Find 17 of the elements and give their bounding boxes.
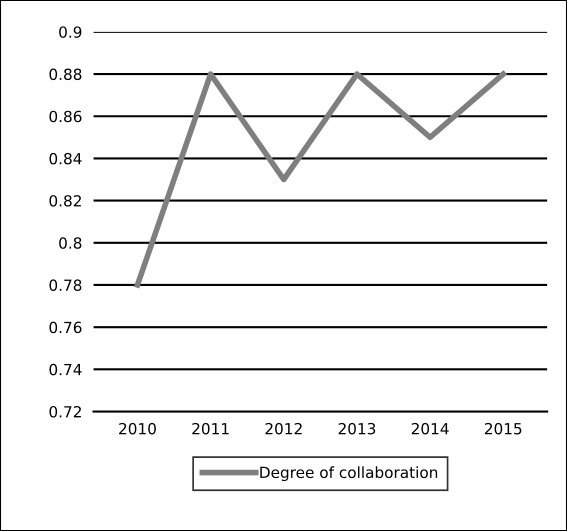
x-tick-label: 2011	[192, 422, 229, 434]
y-tick-label: 0.82	[49, 195, 81, 207]
y-tick-label: 0.74	[49, 364, 82, 376]
y-tick-label: 0.9	[59, 26, 82, 38]
legend-label: Degree of collaboration	[260, 466, 438, 482]
y-tick-label: 0.88	[49, 68, 82, 80]
y-tick-label: 0.84	[49, 152, 82, 164]
x-tick-label: 2012	[265, 422, 302, 434]
y-tick-label: 0.72	[49, 406, 81, 418]
x-tick-label: 2010	[119, 422, 156, 434]
y-tick-label: 0.8	[59, 237, 82, 249]
x-tick-label: 2014	[412, 422, 449, 434]
x-tick-label: 2013	[338, 422, 376, 434]
y-tick-label: 0.76	[49, 322, 82, 334]
y-tick-label: 0.78	[49, 279, 82, 291]
x-tick-label: 2015	[484, 422, 522, 434]
y-tick-label: 0.86	[49, 110, 82, 122]
